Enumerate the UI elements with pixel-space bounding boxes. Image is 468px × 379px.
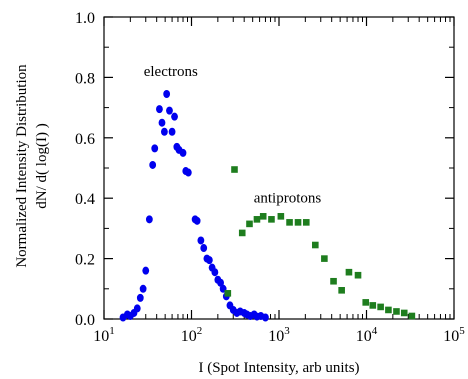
antiprotons-point (369, 302, 377, 309)
antiprotons-point (354, 271, 362, 279)
electrons-point (197, 236, 205, 245)
electrons-point (179, 148, 187, 157)
antiprotons-point (377, 303, 384, 311)
antiprotons-point (253, 216, 261, 223)
electrons-point (149, 160, 157, 169)
y-tick-label: 0.8 (75, 70, 95, 87)
electrons-point (136, 293, 144, 302)
antiprotons-point (312, 241, 319, 249)
y-tick-label: 0.0 (75, 312, 95, 329)
antiprotons-point (238, 229, 246, 237)
electrons-point (171, 112, 178, 121)
y-tick-label: 0.6 (75, 131, 95, 148)
antiprotons-point (302, 219, 310, 226)
antiprotons-point (321, 255, 328, 262)
electrons-point (168, 127, 176, 136)
electrons-point (200, 244, 208, 253)
y-tick-label: 0.4 (75, 191, 95, 208)
y-tick-label: 0.2 (75, 252, 95, 269)
antiprotons-point (400, 309, 408, 317)
x-tick-label: 101 (93, 325, 115, 345)
antiprotons-point (408, 312, 416, 320)
series-annotation: electrons (144, 64, 198, 80)
antiprotons-point (385, 306, 392, 314)
y-axis-title-line1: Normalized Intensity Distribution (14, 64, 30, 268)
antiprotons-point (259, 213, 267, 220)
antiprotons-point (294, 219, 302, 226)
x-tick-label: 103 (268, 325, 290, 345)
x-tick-label: 102 (181, 325, 203, 345)
annotations: electrons antiprotons (144, 64, 322, 207)
electrons-point (158, 118, 166, 127)
antiprotons-point (330, 277, 337, 285)
electrons-point (139, 284, 147, 293)
electrons-point (211, 268, 219, 277)
x-axis: 101 102 103 104 105 (93, 17, 465, 345)
y-tick-label: 1.0 (75, 10, 95, 27)
antiprotons-point (277, 213, 285, 220)
data-series (119, 90, 416, 322)
antiprotons-point (338, 287, 345, 294)
electrons-point (184, 168, 192, 177)
electrons-point (156, 105, 163, 114)
plot-area-frame (103, 16, 455, 320)
plot-border (103, 16, 455, 320)
y-axis-title-line2: dN/ d( log(I) ) (34, 123, 50, 208)
antiprotons-point (286, 219, 293, 226)
antiprotons-point (362, 299, 370, 306)
electrons-point (142, 266, 150, 275)
antiprotons-point (231, 166, 238, 173)
antiprotons-point (345, 268, 353, 276)
y-axis: 0.0 0.2 0.4 0.6 0.8 1.0 (75, 10, 454, 329)
electrons-point (262, 313, 269, 322)
electrons-point (163, 90, 171, 99)
electrons-point (133, 304, 141, 313)
electrons-point (145, 215, 153, 224)
antiprotons-point (246, 220, 253, 228)
electrons-point (166, 106, 173, 115)
series-annotation: antiprotons (254, 191, 322, 207)
electrons-point (160, 127, 168, 136)
electrons-series (119, 90, 269, 322)
x-tick-label: 105 (443, 325, 465, 345)
antiprotons-point (224, 290, 232, 297)
antiprotons-point (393, 308, 400, 315)
electrons-point (217, 278, 224, 287)
electrons-point (205, 256, 213, 265)
electrons-point (193, 216, 201, 225)
electrons-point (151, 144, 159, 153)
x-axis-title: I (Spot Intensity, arb units) (198, 360, 359, 376)
x-tick-label: 104 (356, 325, 378, 345)
antiprotons-point (268, 216, 275, 223)
antiprotons-series (224, 166, 416, 320)
